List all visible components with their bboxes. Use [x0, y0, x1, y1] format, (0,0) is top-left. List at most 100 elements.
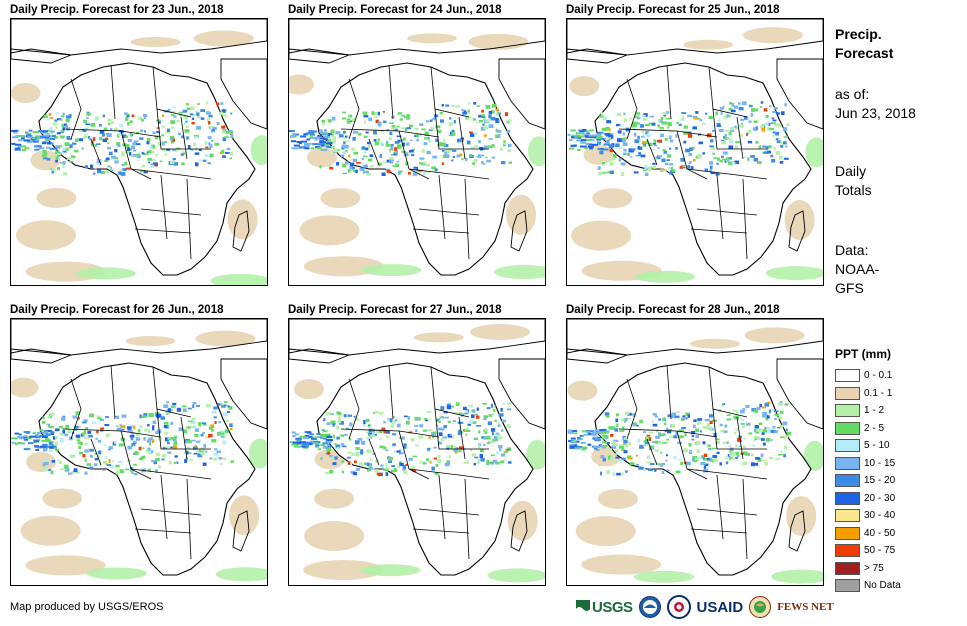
precip-cell: [615, 418, 619, 423]
precip-cell: [104, 159, 109, 163]
precip-cell: [673, 455, 677, 459]
precip-cell: [570, 144, 576, 147]
precip-cell: [766, 127, 771, 131]
precip-cell: [739, 118, 745, 121]
precip-cell: [186, 136, 189, 140]
precip-cell: [726, 441, 729, 445]
precip-cell: [309, 133, 315, 136]
precip-cell: [307, 142, 312, 145]
precip-cell: [674, 431, 677, 436]
map-title: Precip. Forecast: [835, 25, 893, 63]
precip-cell: [573, 441, 577, 444]
precip-cell: [492, 409, 496, 412]
landmass-outline: [567, 319, 823, 356]
precip-cell: [95, 437, 98, 440]
precip-cell: [405, 142, 410, 146]
precip-cell: [366, 462, 370, 466]
precip-cell: [319, 132, 326, 135]
precip-cell: [580, 141, 587, 144]
ocean-precip-patch: [494, 265, 545, 280]
precip-cell: [692, 126, 697, 130]
precip-cell: [383, 120, 387, 123]
precip-cell: [719, 462, 723, 466]
precip-cell: [222, 129, 227, 132]
precip-cell: [503, 451, 508, 454]
precip-cell: [655, 461, 658, 464]
precip-cell: [680, 435, 685, 438]
precip-cell: [319, 165, 322, 169]
precip-cell: [748, 432, 753, 435]
precip-cell: [150, 159, 156, 162]
precip-cell: [341, 460, 345, 463]
precip-cell: [405, 420, 410, 425]
precip-cell: [118, 171, 122, 175]
precip-cell: [151, 439, 155, 443]
precip-cell: [46, 146, 51, 149]
precip-cell: [746, 422, 751, 426]
precip-cell: [491, 413, 495, 416]
precip-cell: [55, 145, 61, 149]
precip-cell: [155, 458, 160, 462]
precip-cell: [170, 437, 175, 440]
precip-cell: [223, 457, 227, 460]
precip-cell: [161, 134, 165, 137]
precip-cell: [172, 157, 176, 161]
precip-cell: [344, 150, 348, 153]
precip-cell: [53, 136, 58, 139]
precip-cell: [665, 469, 670, 471]
precip-cell: [367, 463, 372, 467]
precip-cell: [633, 127, 636, 131]
ocean-precip-patch: [314, 449, 345, 470]
precip-cell: [186, 125, 189, 128]
precip-cell: [601, 148, 609, 151]
precip-cell: [403, 443, 407, 446]
precip-cell: [621, 457, 626, 461]
precip-cell: [165, 446, 170, 449]
precip-cell: [185, 103, 190, 106]
precip-cell: [84, 165, 89, 169]
precip-cell: [389, 131, 393, 136]
precip-cell: [399, 461, 402, 464]
precip-cell: [499, 447, 502, 452]
precip-cell: [120, 428, 125, 431]
precip-cell: [645, 140, 649, 144]
precip-cell: [181, 162, 185, 166]
precip-cell: [326, 411, 331, 416]
precip-cell: [303, 446, 309, 449]
precip-cell: [718, 129, 724, 132]
country-border: [464, 478, 470, 560]
precip-cell: [423, 462, 427, 465]
ocean-precip-patch: [125, 336, 176, 347]
precip-cell: [365, 147, 369, 151]
precip-cell: [166, 401, 170, 404]
precip-cell: [42, 443, 48, 446]
precip-cell: [633, 171, 639, 174]
precip-cell: [156, 130, 160, 134]
country-border: [110, 364, 116, 420]
precip-cell: [14, 143, 22, 146]
precip-cell: [413, 127, 419, 130]
precip-cell: [672, 435, 678, 439]
precip-cell: [643, 468, 646, 472]
precip-cell: [54, 441, 58, 446]
precip-cell: [659, 119, 663, 123]
precip-cell: [164, 153, 168, 156]
precip-cell: [484, 431, 487, 435]
precip-cell: [643, 440, 648, 443]
precip-cell: [332, 423, 335, 427]
country-border: [388, 364, 394, 420]
precip-cell: [373, 433, 377, 436]
ocean-precip-patch: [210, 273, 267, 285]
precip-cell: [391, 127, 396, 130]
precip-cell: [500, 407, 503, 412]
precip-cell: [69, 144, 73, 148]
precip-cell: [748, 104, 753, 108]
precip-cell: [648, 431, 654, 434]
precip-cell: [654, 415, 658, 418]
precip-cell: [226, 147, 231, 151]
precip-cell: [697, 457, 700, 462]
precip-cell: [501, 419, 507, 423]
legend-label: 15 - 20: [864, 475, 896, 487]
precip-cell: [635, 154, 640, 157]
precip-cell: [569, 446, 575, 449]
